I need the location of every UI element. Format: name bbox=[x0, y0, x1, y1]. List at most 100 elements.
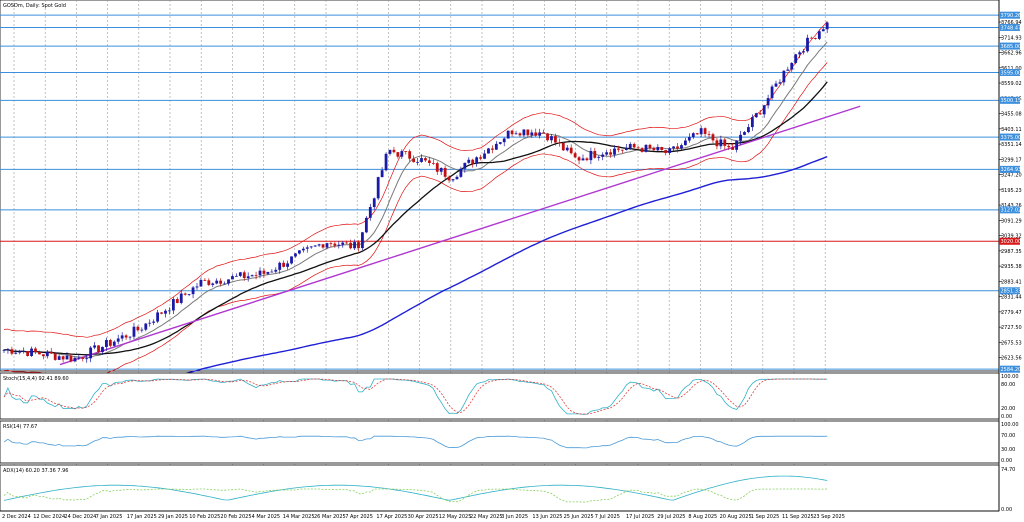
candle-body bbox=[640, 148, 644, 152]
candle-body bbox=[18, 351, 22, 353]
candle-body bbox=[274, 269, 278, 272]
price-tick-label: 3247.20 bbox=[1001, 173, 1022, 179]
candle-body bbox=[195, 286, 199, 288]
candle-body bbox=[439, 167, 443, 172]
candle-body bbox=[34, 348, 37, 353]
candle-body bbox=[89, 347, 93, 359]
level-tag-text: 2851.33 bbox=[1001, 289, 1022, 295]
candle-body bbox=[416, 161, 419, 163]
candle-body bbox=[703, 128, 707, 134]
candle-body bbox=[546, 133, 549, 141]
candle-body bbox=[581, 158, 585, 161]
adx-label: ADX(14) 60.20 37.36 7.96 bbox=[3, 468, 69, 474]
candle-body bbox=[660, 147, 664, 151]
candle-body bbox=[644, 144, 648, 152]
date-tick-label: 20 Aug 2025 bbox=[720, 514, 752, 520]
rsi-tick-label: 0.00 bbox=[1001, 458, 1012, 464]
candle-body bbox=[152, 321, 156, 323]
candle-body bbox=[357, 242, 360, 249]
stoch-tick-label: 0.00 bbox=[1001, 414, 1012, 420]
candle-body bbox=[479, 157, 482, 159]
adx-pane[interactable]: ADX(14) 60.20 37.36 7.96 bbox=[0, 464, 1000, 512]
candle-body bbox=[443, 167, 447, 177]
candle-body bbox=[821, 29, 825, 32]
date-tick-label: 13 Jun 2025 bbox=[532, 514, 562, 520]
price-pane[interactable]: GOSDm, Daily: Spot Gold bbox=[0, 0, 1000, 511]
candle-body bbox=[593, 150, 597, 158]
candle-body bbox=[278, 262, 282, 270]
candle-body bbox=[361, 232, 364, 249]
candle-body bbox=[684, 140, 687, 146]
date-tick-label: 7 Apr 2025 bbox=[345, 514, 373, 520]
candle-body bbox=[57, 356, 61, 360]
date-tick-label: 22 May 2025 bbox=[470, 514, 503, 520]
level-tag-box bbox=[999, 133, 1020, 141]
level-tag-box bbox=[999, 237, 1020, 245]
candle-body bbox=[424, 158, 427, 161]
level-tag-box bbox=[999, 287, 1020, 295]
candle-body bbox=[333, 243, 337, 246]
date-tick-label: 12 Dec 2024 bbox=[33, 514, 65, 520]
candle-body bbox=[802, 51, 805, 53]
level-tag-box bbox=[999, 96, 1020, 104]
candle-body bbox=[609, 152, 612, 155]
level-tag-box bbox=[999, 23, 1020, 31]
candle-body bbox=[522, 129, 526, 136]
rsi-line bbox=[3, 435, 828, 449]
candle-body bbox=[372, 198, 376, 208]
rsi-pane[interactable]: RSI(14) 77.67 bbox=[0, 420, 1000, 464]
price-tick-label: 3299.17 bbox=[1001, 157, 1022, 163]
candle-body bbox=[632, 144, 636, 148]
candle-body bbox=[617, 148, 620, 150]
candle-body bbox=[242, 272, 246, 279]
candle-body bbox=[510, 130, 514, 135]
level-tag-text: 3790.26 bbox=[1001, 13, 1022, 19]
candle-body bbox=[538, 132, 542, 136]
level-tag-text: 3127.02 bbox=[1001, 208, 1022, 214]
candle-body bbox=[49, 351, 53, 354]
candle-body bbox=[561, 142, 565, 151]
price-tick-label: 3195.23 bbox=[1001, 188, 1022, 194]
candle-body bbox=[573, 153, 577, 158]
candle-body bbox=[534, 132, 538, 136]
price-tick-label: 2623.56 bbox=[1001, 356, 1022, 362]
candle-body bbox=[790, 62, 794, 70]
candle-body bbox=[156, 312, 160, 322]
price-tick-label: 3611.00 bbox=[1001, 66, 1022, 72]
candle-body bbox=[427, 160, 431, 164]
candle-body bbox=[290, 256, 293, 264]
date-tick-label: 30 Apr 2025 bbox=[408, 514, 439, 520]
candle-body bbox=[14, 352, 18, 354]
price-tick-label: 2935.38 bbox=[1001, 264, 1022, 270]
candle-body bbox=[396, 152, 400, 157]
candle-body bbox=[116, 338, 120, 342]
candle-body bbox=[258, 270, 262, 276]
candle-body bbox=[526, 129, 530, 136]
candle-body bbox=[77, 357, 81, 359]
candle-body bbox=[711, 134, 715, 141]
candle-body bbox=[483, 153, 486, 159]
stoch-tick-label: 100.00 bbox=[1001, 374, 1019, 380]
candlesticks bbox=[2, 21, 829, 363]
candle-body bbox=[376, 177, 380, 199]
candle-body bbox=[124, 335, 128, 338]
candle-body bbox=[175, 299, 179, 303]
candle-body bbox=[112, 341, 116, 346]
candle-body bbox=[542, 132, 546, 134]
candle-body bbox=[687, 137, 691, 141]
candle-body bbox=[101, 346, 104, 353]
price-tick-label: 2883.41 bbox=[1001, 279, 1022, 285]
candle-body bbox=[420, 158, 423, 162]
candle-body bbox=[120, 335, 124, 339]
candle-body bbox=[238, 272, 242, 276]
candle-body bbox=[770, 86, 774, 99]
candle-body bbox=[447, 176, 451, 181]
candle-body bbox=[392, 149, 396, 153]
lower-bollinger-band bbox=[3, 62, 828, 379]
candle-body bbox=[321, 244, 325, 248]
candle-body bbox=[73, 357, 77, 362]
rsi-tick-label: 30.00 bbox=[1001, 447, 1015, 453]
candle-body bbox=[648, 144, 652, 148]
candle-body bbox=[61, 356, 65, 360]
